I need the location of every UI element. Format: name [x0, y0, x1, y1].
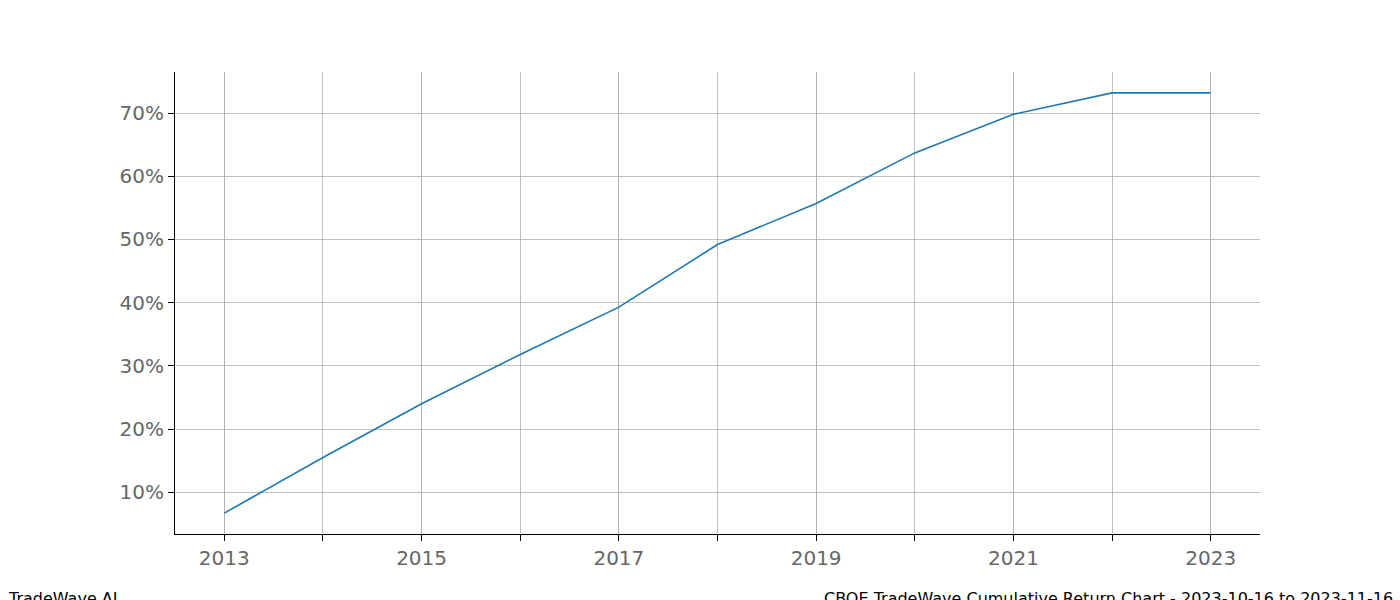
svg-text:2017: 2017 [593, 546, 644, 570]
svg-text:2021: 2021 [988, 546, 1039, 570]
svg-text:20%: 20% [120, 417, 164, 441]
svg-text:2013: 2013 [199, 546, 250, 570]
svg-text:30%: 30% [120, 354, 164, 378]
svg-text:50%: 50% [120, 227, 164, 251]
svg-text:10%: 10% [120, 480, 164, 504]
svg-text:2015: 2015 [396, 546, 447, 570]
svg-text:40%: 40% [120, 291, 164, 315]
svg-text:CBOE TradeWave Cumulative Retu: CBOE TradeWave Cumulative Return Chart -… [824, 589, 1393, 600]
svg-text:70%: 70% [120, 101, 164, 125]
svg-text:60%: 60% [120, 164, 164, 188]
svg-text:TradeWave.AI: TradeWave.AI [8, 589, 117, 600]
svg-text:2019: 2019 [791, 546, 842, 570]
svg-text:2023: 2023 [1185, 546, 1236, 570]
